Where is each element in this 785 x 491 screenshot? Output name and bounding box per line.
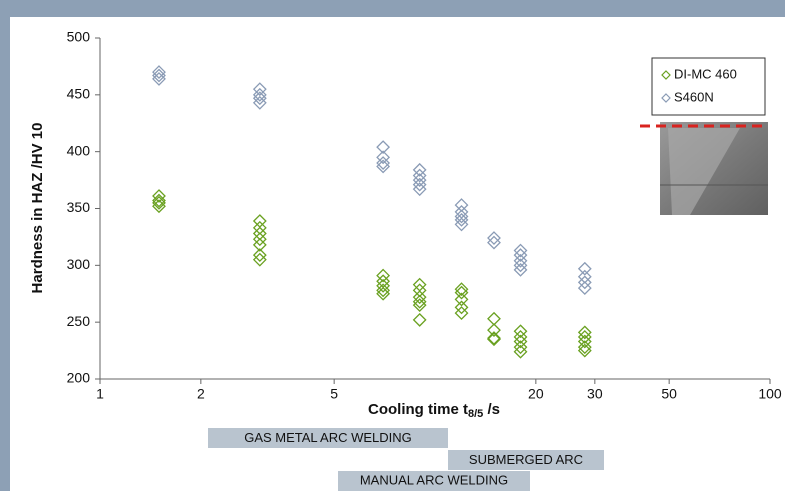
x-tick-label: 100	[758, 386, 782, 402]
x-title-suffix: /s	[483, 401, 500, 418]
y-tick-label: 300	[67, 256, 91, 272]
process-bars: GAS METAL ARC WELDING SUBMERGED ARC MANU…	[208, 428, 604, 491]
scatter-point	[513, 334, 528, 349]
process-bar	[448, 450, 604, 470]
x-tick-label: 30	[587, 386, 603, 402]
scatter-point	[412, 182, 427, 197]
scatter-point	[152, 193, 166, 208]
scatter-point	[513, 262, 528, 277]
scatter-point	[454, 217, 469, 232]
scatter-point	[412, 294, 427, 309]
y-axis-title: Hardness in HAZ /HV 10	[29, 123, 46, 294]
x-tick-label: 5	[330, 386, 338, 402]
scatter-point	[376, 268, 391, 283]
scatter-point	[412, 168, 427, 183]
scatter-point	[412, 173, 427, 188]
scatter-point	[152, 199, 166, 214]
inset-image	[640, 122, 768, 215]
scatter-point	[513, 253, 528, 268]
scatter-point	[252, 91, 267, 106]
y-tick-label: 500	[67, 29, 91, 45]
scatter-point	[487, 323, 501, 338]
process-label: GAS METAL ARC WELDING	[244, 430, 412, 445]
process-bar	[208, 428, 448, 448]
scatter-point	[577, 281, 592, 295]
scatter-point	[252, 232, 267, 247]
x-tick-label: 2	[197, 386, 205, 402]
process-label: SUBMERGED ARC	[469, 452, 583, 467]
x-title-main: Cooling time t	[368, 401, 468, 418]
y-tick-label: 400	[67, 142, 91, 158]
y-tick-label: 200	[67, 370, 91, 386]
scatter-point	[513, 340, 528, 355]
scatter-point	[513, 243, 528, 258]
scatter-point	[252, 248, 267, 263]
x-title-subscript: 8/5	[468, 408, 483, 420]
scatter-point	[152, 72, 166, 86]
scatter-point	[376, 278, 391, 293]
y-tick-label: 250	[67, 313, 91, 329]
scatter-point	[376, 140, 391, 155]
x-tick-label: 1	[96, 386, 104, 402]
scatter-point	[252, 87, 267, 102]
scatter-point	[487, 231, 501, 245]
process-bar	[338, 471, 530, 491]
scatter-point	[412, 162, 427, 177]
scatter-point	[513, 258, 528, 273]
scatter-point	[513, 344, 528, 359]
scatter-point	[152, 189, 166, 203]
frame-left	[0, 0, 10, 491]
scatter-point	[454, 212, 469, 227]
legend-marker	[661, 70, 671, 80]
x-tick-label: 20	[528, 386, 544, 402]
scatter-point	[577, 343, 592, 358]
scatter-point	[152, 68, 166, 83]
frame-top	[0, 0, 785, 17]
scatter-point	[376, 156, 391, 170]
legend-box	[651, 57, 766, 116]
scatter-point	[577, 325, 592, 340]
scatter-point	[252, 95, 267, 110]
x-tick-label: 50	[661, 386, 677, 402]
scatter-point	[412, 290, 427, 305]
scatter-point	[376, 150, 391, 165]
weld-seam	[668, 128, 740, 215]
scatter-point	[487, 332, 501, 347]
scatter-point	[513, 248, 528, 263]
scatter-point	[252, 237, 267, 252]
scatter-point	[412, 298, 427, 313]
legend-label: DI-MC 460	[674, 66, 737, 81]
scatter-point	[513, 330, 528, 344]
scatter-point	[252, 82, 267, 97]
legend-label: S460N	[674, 89, 714, 104]
scatter-point	[454, 209, 469, 224]
x-axis-title: Cooling time t8/5 /s	[368, 401, 500, 420]
scatter-point	[376, 283, 391, 298]
process-label: MANUAL ARC WELDING	[360, 472, 508, 487]
scatter-point	[376, 286, 391, 301]
scatter-point	[487, 235, 501, 250]
scatter-point	[454, 282, 469, 297]
scatter-point	[454, 300, 469, 315]
y-tick-label: 450	[67, 86, 91, 102]
scatter-point	[412, 312, 427, 327]
scatter-point	[577, 334, 592, 349]
scatter-point	[152, 65, 166, 80]
scatter-point	[487, 331, 501, 345]
scatter-point	[454, 306, 469, 320]
legend-marker	[661, 93, 671, 103]
scatter-point	[513, 324, 528, 339]
scatter-point	[454, 292, 469, 307]
scatter-point	[376, 159, 391, 174]
scatter-point	[412, 177, 427, 192]
y-tick-label: 350	[67, 199, 91, 215]
scatter-point	[454, 285, 469, 300]
scatter-point	[577, 340, 592, 355]
scatter-point	[577, 275, 592, 290]
scatter-point	[577, 261, 592, 276]
scatter-point	[577, 330, 592, 344]
scatter-point	[252, 252, 267, 267]
scatter-point	[152, 195, 166, 210]
